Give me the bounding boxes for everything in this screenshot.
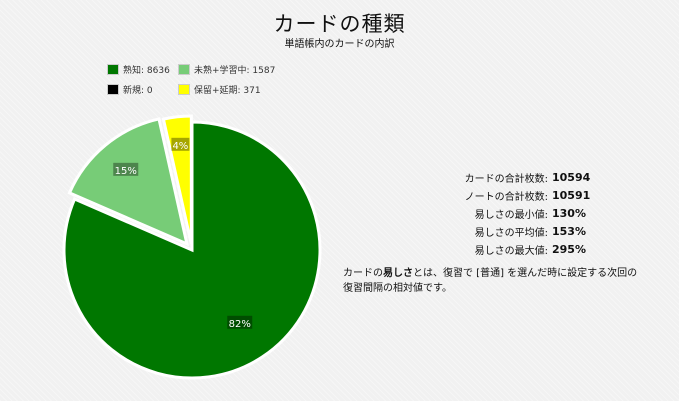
note-suffix: とは、復習で [普通] を選んだ時に設定する次回の復習間隔の相対値です。: [343, 268, 638, 294]
stat-row-min-ease: 易しさの最小値: 130%: [440, 204, 590, 222]
legend-label: 保留+延期: 371: [194, 86, 261, 96]
legend-label: 未熟+学習中: 1587: [194, 66, 276, 76]
stat-label: カードの合計枚数:: [464, 173, 548, 185]
legend-swatch: [178, 64, 190, 75]
stat-label: 易しさの最大値:: [474, 245, 548, 257]
stat-row-max-ease: 易しさの最大値: 295%: [440, 240, 590, 258]
legend-label: 熟知: 8636: [123, 66, 170, 76]
stats-table: カードの合計枚数: 10594 ノートの合計枚数: 10591 易しさの最小値:…: [440, 168, 591, 258]
legend-swatch: [178, 84, 190, 95]
stat-value: 10594: [552, 170, 591, 184]
chart-subtitle: 単語帳内のカードの内訳: [284, 39, 395, 50]
note-bold: 易しさ: [383, 268, 413, 279]
stat-value: 295%: [552, 242, 586, 256]
stat-value: 153%: [552, 224, 586, 238]
ease-note: カードの易しさとは、復習で [普通] を選んだ時に設定する次回の復習間隔の相対値…: [343, 266, 643, 296]
slice-label-bg: [171, 137, 190, 151]
stat-label: 易しさの平均値:: [474, 227, 548, 239]
legend-swatch: [107, 64, 119, 75]
stat-row-total-notes: ノートの合計枚数: 10591: [440, 186, 591, 204]
legend-item-suspended-buried: 保留+延期: 371: [178, 83, 261, 96]
slice-percent-label: 82%: [229, 319, 251, 330]
legend-swatch: [107, 84, 119, 95]
pie-slice-3: [161, 114, 193, 245]
legend-item-young-learning: 未熟+学習中: 1587: [178, 63, 275, 76]
slice-label-bg: [227, 315, 253, 329]
chart-title: カードの種類: [273, 12, 406, 36]
stat-value: 10591: [552, 188, 591, 202]
pie-slice-1: [67, 117, 190, 247]
legend-label: 新規: 0: [123, 86, 153, 96]
legend-item-mature: 熟知: 8636: [107, 63, 170, 76]
pie-slice-0: [62, 120, 322, 380]
stat-label: ノートの合計枚数:: [464, 191, 548, 203]
stat-label: 易しさの最小値:: [474, 209, 548, 221]
stat-value: 130%: [552, 206, 586, 220]
slice-percent-label: 15%: [115, 166, 137, 177]
slice-percent-label: 4%: [172, 141, 188, 152]
note-prefix: カードの: [343, 268, 383, 279]
stat-row-avg-ease: 易しさの平均値: 153%: [440, 222, 590, 240]
slice-label-bg: [113, 162, 139, 176]
legend-item-new: 新規: 0: [107, 83, 153, 96]
stat-row-total-cards: カードの合計枚数: 10594: [440, 168, 591, 186]
